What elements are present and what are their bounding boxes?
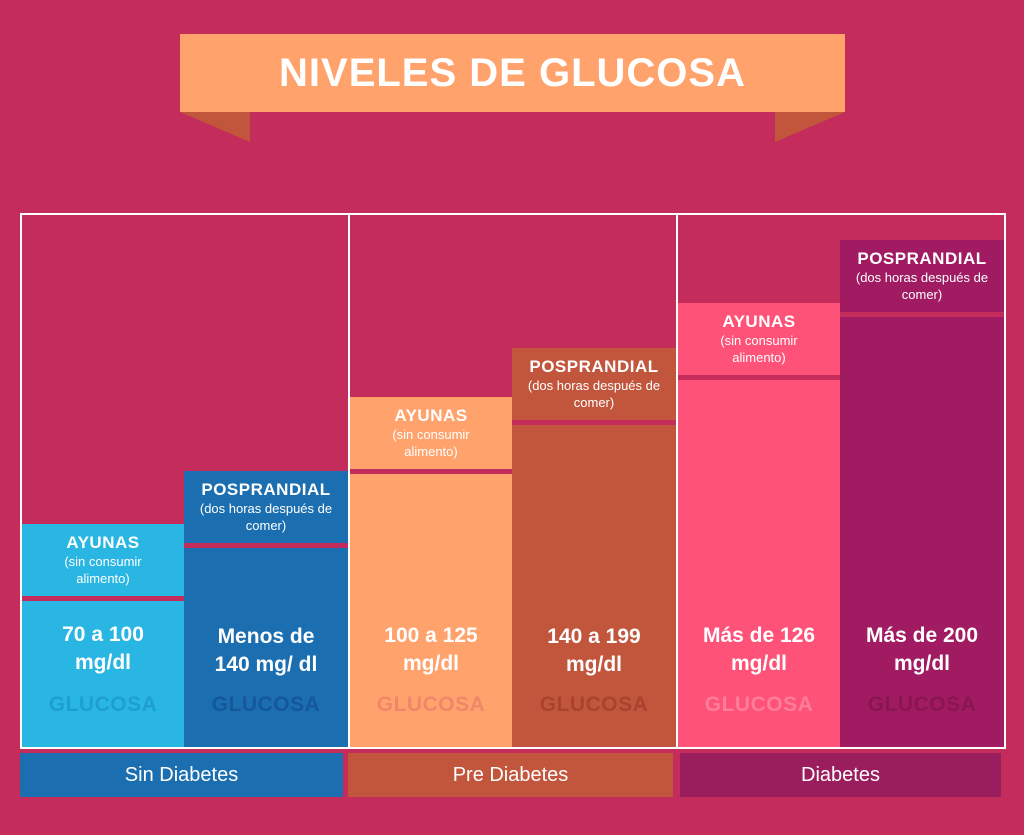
bar-sublabel: (dos horas después de comer) (527, 378, 661, 410)
bar-value: Más de 126 mg/dl (702, 624, 816, 675)
bar-sublabel: (dos horas después de comer) (855, 270, 989, 302)
category-diabetes: Diabetes (680, 753, 1001, 797)
bar-sublabel: (sin consumir alimento) (392, 427, 470, 459)
page-title: NIVELES DE GLUCOSA (180, 34, 845, 112)
bar-sublabel: (sin consumir alimento) (720, 333, 798, 365)
bar-diabetes-ayunas: AYUNAS (sin consumir alimento) Más de 12… (678, 303, 840, 747)
bar-value: 140 a 199 mg/dl (547, 625, 641, 676)
label-block: AYUNAS (sin consumir alimento) (350, 397, 512, 469)
separator (22, 596, 184, 601)
frame-diabetes (676, 213, 1006, 749)
bar-sin-diabetes-posprandial: POSPRANDIAL (dos horas después de comer)… (184, 471, 348, 747)
category-sin-diabetes: Sin Diabetes (20, 753, 343, 797)
bar-diabetes-posprandial: POSPRANDIAL (dos horas después de comer)… (840, 240, 1004, 747)
bar-value: 70 a 100 mg/dl (62, 623, 144, 674)
bar-label: AYUNAS (722, 312, 796, 331)
banner-fold-right (775, 112, 845, 142)
banner-fold-left (180, 112, 250, 142)
label-block: AYUNAS (sin consumir alimento) (22, 524, 184, 596)
glucosa-label: GLUCOSA (376, 693, 486, 716)
separator (350, 469, 512, 474)
glucosa-label: GLUCOSA (867, 693, 977, 716)
label-block: POSPRANDIAL (dos horas después de comer) (840, 240, 1004, 312)
bar-pre-diabetes-ayunas: AYUNAS (sin consumir alimento) 100 a 125… (350, 397, 512, 747)
bar-sublabel: (sin consumir alimento) (64, 554, 142, 586)
separator (184, 543, 348, 548)
separator (678, 375, 840, 380)
glucosa-label: GLUCOSA (704, 693, 814, 716)
bar-label: POSPRANDIAL (857, 249, 987, 268)
bar-value: 100 a 125 mg/dl (384, 624, 478, 675)
label-block: POSPRANDIAL (dos horas después de comer) (184, 471, 348, 543)
bar-value: Más de 200 mg/dl (865, 624, 979, 675)
bar-pre-diabetes-posprandial: POSPRANDIAL (dos horas después de comer)… (512, 348, 676, 747)
bar-label: AYUNAS (394, 406, 468, 425)
bar-sublabel: (dos horas después de comer) (199, 501, 333, 533)
bar-sin-diabetes-ayunas: AYUNAS (sin consumir alimento) 70 a 100 … (22, 524, 184, 747)
separator (840, 312, 1004, 317)
bar-label: AYUNAS (66, 533, 140, 552)
glucosa-label: GLUCOSA (48, 693, 158, 716)
glucosa-label: GLUCOSA (539, 693, 649, 716)
category-pre-diabetes: Pre Diabetes (348, 753, 673, 797)
label-block: AYUNAS (sin consumir alimento) (678, 303, 840, 375)
separator (512, 420, 676, 425)
bar-value: Menos de 140 mg/ dl (214, 625, 318, 676)
bar-label: POSPRANDIAL (529, 357, 659, 376)
bar-label: POSPRANDIAL (201, 480, 331, 499)
glucosa-label: GLUCOSA (211, 693, 321, 716)
label-block: POSPRANDIAL (dos horas después de comer) (512, 348, 676, 420)
